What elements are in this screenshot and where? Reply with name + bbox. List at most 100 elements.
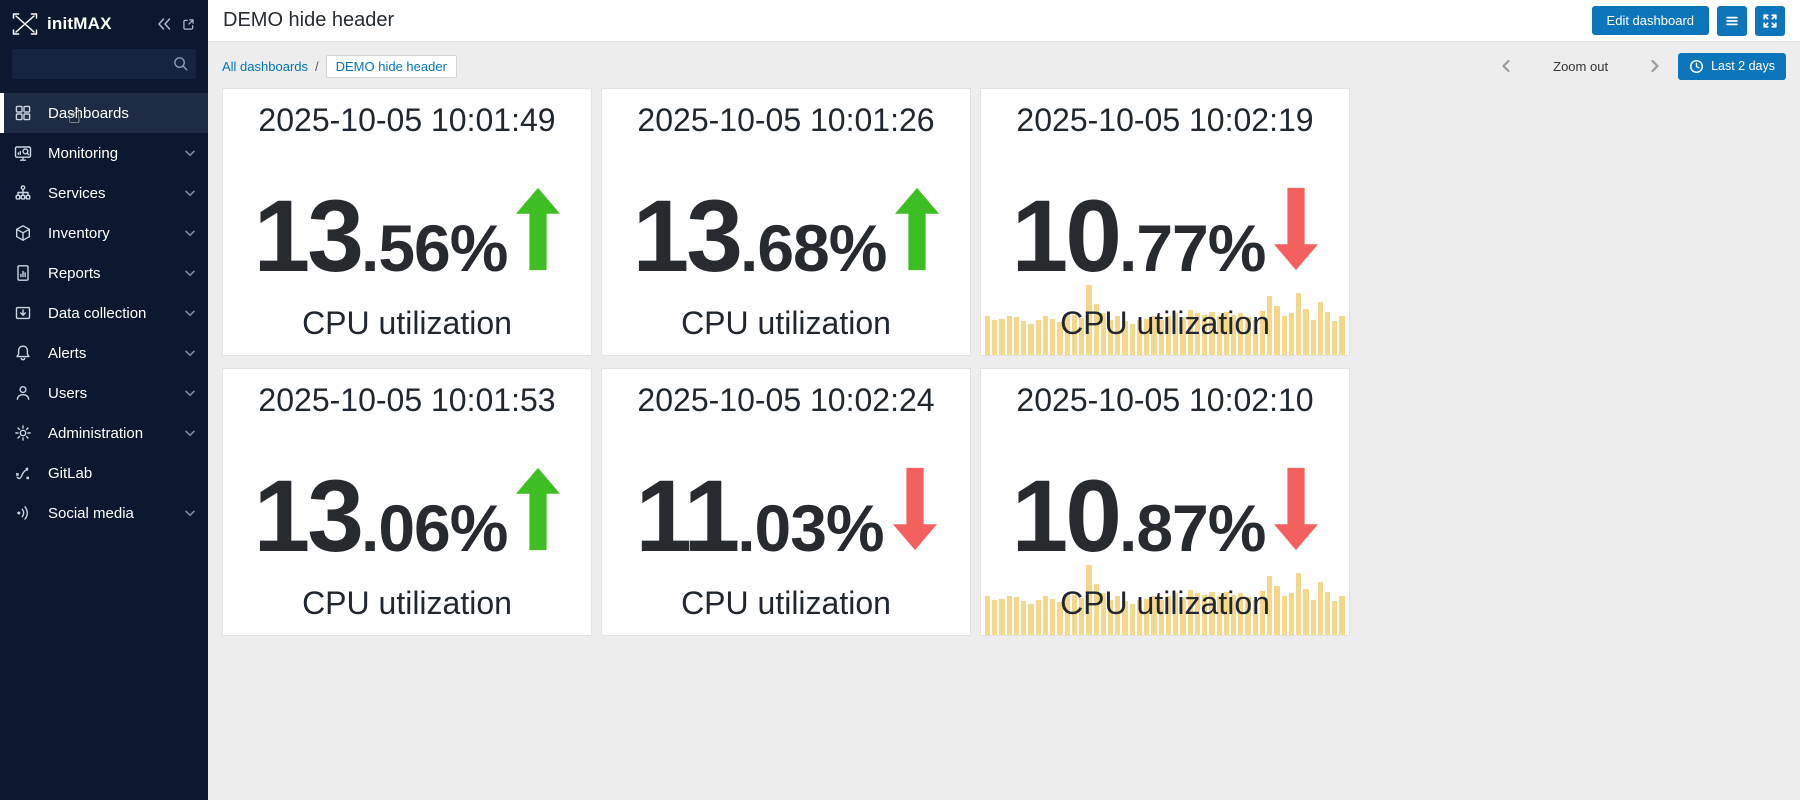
sidebar-search (12, 49, 196, 79)
sidebar: initMAX Dashboards Monitoring (0, 0, 208, 800)
widget-value: 13.68% (602, 185, 970, 287)
value-integer: 13 (253, 459, 364, 573)
sidebar-item-label: GitLab (48, 464, 93, 482)
chevron-down-icon (185, 310, 195, 317)
sidebar-item-administration[interactable]: Administration (0, 413, 208, 453)
initmax-logo-icon (12, 13, 38, 35)
value-decimals: .06% (361, 491, 508, 565)
breadcrumb-all-dashboards[interactable]: All dashboards (222, 58, 308, 74)
chevron-down-icon (185, 390, 195, 397)
time-range-label: Last 2 days (1711, 59, 1775, 73)
clock-icon (1689, 59, 1704, 74)
time-range-button[interactable]: Last 2 days (1678, 52, 1786, 80)
sidebar-item-monitoring[interactable]: Monitoring (0, 133, 208, 173)
widget-label: CPU utilization (302, 305, 512, 341)
value-integer: 11 (635, 459, 740, 573)
chevron-down-icon (185, 430, 195, 437)
monitoring-icon (13, 143, 33, 163)
breadcrumb-current[interactable]: DEMO hide header (325, 54, 457, 78)
sidebar-item-label: Users (48, 384, 88, 402)
chevron-down-icon (185, 510, 195, 517)
sidebar-item-dashboards[interactable]: Dashboards (0, 93, 208, 133)
widget-value: 13.06% (223, 465, 591, 567)
value-integer: 13 (253, 179, 364, 293)
widget-value: 10.77% (981, 185, 1349, 287)
trend-up-icon (516, 467, 561, 551)
search-input[interactable] (12, 49, 196, 79)
time-shift-back-button[interactable] (1497, 56, 1515, 76)
reports-icon (13, 263, 33, 283)
sidebar-item-reports[interactable]: Reports (0, 253, 208, 293)
value-decimals: .77% (1119, 211, 1266, 285)
widget-label: CPU utilization (1060, 305, 1270, 341)
sparkline-chart (981, 285, 1349, 355)
sidebar-item-users[interactable]: Users (0, 373, 208, 413)
value-integer: 13 (632, 179, 743, 293)
breadcrumb: All dashboards / DEMO hide header (222, 54, 457, 78)
widget-timestamp: 2025-10-05 10:01:49 (258, 102, 556, 138)
fullscreen-button[interactable] (1755, 5, 1785, 36)
sparkline-chart (981, 565, 1349, 635)
widget-label: CPU utilization (1060, 585, 1270, 621)
collapse-sidebar-icon[interactable] (156, 17, 172, 31)
chevron-right-icon (1648, 58, 1662, 74)
sidebar-item-label: Monitoring (48, 144, 119, 162)
item-value-widget: 2025-10-05 10:01:53 13.06% CPU utilizati… (222, 368, 592, 636)
time-shift-forward-button[interactable] (1646, 56, 1664, 76)
sidebar-item-label: Data collection (48, 304, 147, 322)
sidebar-item-data-collection[interactable]: Data collection (0, 293, 208, 333)
sidebar-logo-row: initMAX (0, 0, 208, 41)
sidebar-menu: Dashboards Monitoring Services Inventory… (0, 93, 208, 533)
sidebar-item-label: Inventory (48, 224, 110, 242)
inventory-icon (13, 223, 33, 243)
item-value-widget: 2025-10-05 10:01:49 13.56% CPU utilizati… (222, 88, 592, 356)
trend-down-icon (892, 467, 937, 551)
widget-grid: 2025-10-05 10:01:49 13.56% CPU utilizati… (222, 88, 1350, 636)
widget-label: CPU utilization (681, 585, 891, 621)
sidebar-item-gitlab[interactable]: GitLab (0, 453, 208, 493)
item-value-widget: 2025-10-05 10:02:19 10.77% CPU utilizati… (980, 88, 1350, 356)
search-icon (172, 55, 189, 72)
widget-timestamp: 2025-10-05 10:02:19 (1016, 102, 1314, 138)
social-media-icon (13, 503, 33, 523)
menu-icon (1724, 13, 1740, 29)
dashboard-content: All dashboards / DEMO hide header Zoom o… (208, 42, 1800, 800)
time-controls: Zoom out Last 2 days (1497, 52, 1786, 80)
item-value-widget: 2025-10-05 10:02:10 10.87% CPU utilizati… (980, 368, 1350, 636)
widget-label: CPU utilization (681, 305, 891, 341)
sidebar-item-label: Reports (48, 264, 101, 282)
sidebar-item-label: Administration (48, 424, 144, 442)
fullscreen-icon (1762, 13, 1778, 29)
trend-down-icon (1274, 187, 1319, 271)
value-decimals: .56% (361, 211, 508, 285)
value-integer: 10 (1011, 179, 1122, 293)
brand-name: initMAX (47, 14, 112, 33)
sidebar-item-label: Dashboards (48, 104, 129, 122)
widget-timestamp: 2025-10-05 10:02:10 (1016, 382, 1314, 418)
sidebar-item-services[interactable]: Services (0, 173, 208, 213)
edit-dashboard-button[interactable]: Edit dashboard (1591, 6, 1709, 35)
menu-button[interactable] (1717, 5, 1747, 36)
sidebar-item-inventory[interactable]: Inventory (0, 213, 208, 253)
page-header: DEMO hide header Edit dashboard (208, 0, 1800, 42)
value-decimals: .87% (1119, 491, 1266, 565)
widget-label: CPU utilization (302, 585, 512, 621)
sidebar-item-alerts[interactable]: Alerts (0, 333, 208, 373)
item-value-widget: 2025-10-05 10:01:26 13.68% CPU utilizati… (601, 88, 971, 356)
breadcrumb-separator: / (315, 58, 319, 74)
value-decimals: .68% (740, 211, 887, 285)
chevron-down-icon (185, 150, 195, 157)
chevron-down-icon (185, 190, 195, 197)
popout-sidebar-icon[interactable] (181, 17, 196, 32)
sidebar-item-label: Services (48, 184, 106, 202)
widget-value: 11.03% (602, 465, 970, 567)
trend-up-icon (895, 187, 940, 271)
sidebar-item-social-media[interactable]: Social media (0, 493, 208, 533)
zoom-out-button[interactable]: Zoom out (1553, 58, 1609, 74)
sidebar-item-label: Alerts (48, 344, 87, 362)
widget-value: 13.56% (223, 185, 591, 287)
gitlab-icon (13, 463, 33, 483)
page-title: DEMO hide header (223, 9, 395, 31)
item-value-widget: 2025-10-05 10:02:24 11.03% CPU utilizati… (601, 368, 971, 636)
